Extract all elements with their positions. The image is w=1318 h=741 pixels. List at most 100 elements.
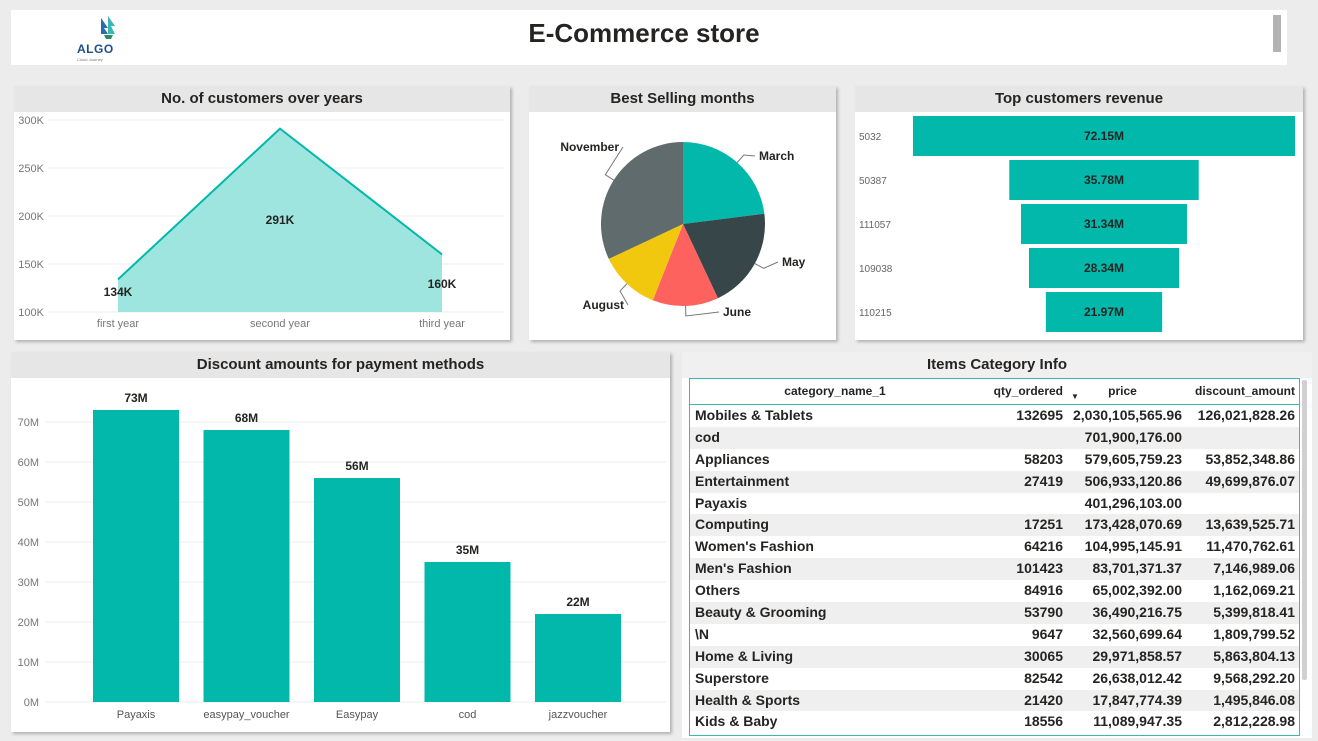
pie-slice-june[interactable]: [652, 224, 718, 306]
cell-discount: 5,399,818.41: [1213, 604, 1295, 621]
cell-qty: 18556: [1024, 713, 1063, 730]
top-customers-funnel-chart[interactable]: 72.15M 5032 35.78M 50387 31.34M 111057 28.34M 1…: [855, 112, 1303, 340]
discount-bar[interactable]: [314, 478, 400, 702]
customers-over-years-panel[interactable]: No. of customers over years 100K 150K 200K…: [14, 86, 510, 340]
table-row[interactable]: Others 84916 65,002,392.00 1,162,069.21: [690, 580, 1299, 602]
cell-category: cod: [695, 428, 720, 445]
cell-discount: 2,812,228.98: [1213, 713, 1295, 730]
cell-category: Computing: [695, 516, 769, 533]
cell-qty: 84916: [1024, 582, 1063, 599]
pie-slice-august[interactable]: [608, 224, 683, 301]
funnel-bar[interactable]: [1028, 248, 1180, 288]
x-tick-label: Easypay: [336, 709, 379, 721]
cell-price: 17,847,774.39: [1092, 691, 1182, 708]
discount-bar[interactable]: [203, 430, 290, 702]
col-header-qty[interactable]: qty_ordered: [993, 384, 1063, 398]
pie-leader-line: [619, 283, 629, 306]
y-tick-label: 60M: [18, 457, 39, 469]
discount-chart-title: Discount amounts for payment methods: [11, 352, 670, 378]
funnel-category-label: 109038: [859, 264, 893, 275]
customers-area-chart[interactable]: 100K 150K 200K 250K 300K 134K 291K 160K first ye…: [14, 112, 510, 340]
header-scrollbar[interactable]: [1273, 15, 1281, 52]
table-row[interactable]: Kids & Baby 18556 11,089,947.35 2,812,228.9…: [690, 711, 1299, 733]
customers-area[interactable]: [118, 128, 442, 312]
y-tick-label: 0M: [24, 697, 39, 709]
cell-discount: 126,021,828.26: [1197, 407, 1295, 423]
table-row[interactable]: Entertainment 27419 506,933,120.86 49,699,8…: [690, 470, 1299, 493]
cell-price: 36,490,216.75: [1092, 604, 1182, 621]
cell-price: 173,428,070.69: [1084, 516, 1182, 533]
y-tick-label: 50M: [18, 497, 39, 509]
cell-discount: 9,568,292.20: [1213, 669, 1295, 686]
col-header-price[interactable]: price: [1108, 384, 1137, 398]
pie-slice-november[interactable]: [601, 142, 683, 259]
table-row[interactable]: Mobiles & Tablets 132695 2,030,105,565.96 1…: [690, 405, 1299, 427]
cell-category: Beauty & Grooming: [695, 604, 827, 621]
report-header: ALGO Cloud Journey E-Commerce store: [11, 10, 1287, 65]
cell-category: Health & Sports: [695, 691, 801, 708]
pie-label: November: [560, 140, 619, 154]
cell-category: \N: [695, 625, 709, 642]
pie-leader-line: [604, 146, 624, 181]
top-customers-panel[interactable]: Top customers revenue 72.15M 5032 35.78M 50…: [855, 86, 1303, 340]
pie-slice-may[interactable]: [683, 213, 765, 299]
y-tick-label: 300K: [18, 115, 44, 127]
cell-price: 579,605,759.23: [1084, 450, 1182, 467]
y-tick-label: 100K: [18, 307, 44, 319]
funnel-bar[interactable]: [1021, 204, 1187, 244]
discount-bar[interactable]: [535, 614, 621, 702]
discount-bar[interactable]: [93, 410, 179, 702]
discount-bar[interactable]: [424, 562, 511, 702]
discount-payment-panel[interactable]: Discount amounts for payment methods 0M 1…: [11, 352, 670, 732]
funnel-data-label: 35.78M: [1084, 173, 1124, 187]
pie-slice-march[interactable]: [683, 142, 765, 224]
funnel-data-label: 21.97M: [1084, 305, 1124, 319]
algo-logo: ALGO Cloud Journey: [77, 14, 139, 64]
y-tick-label: 10M: [18, 657, 39, 669]
table-row[interactable]: cod 701,900,176.00: [690, 426, 1299, 449]
col-header-category[interactable]: category_name_1: [784, 384, 886, 398]
cell-price: 104,995,145.91: [1084, 538, 1182, 555]
y-tick-label: 20M: [18, 617, 39, 629]
discount-bar-chart[interactable]: 0M 10M 20M 30M 40M 50M 60M 70M 73M Payaxis 68M easy…: [11, 378, 670, 732]
months-chart-title: Best Selling months: [529, 86, 836, 112]
table-row[interactable]: Superstore 82542 26,638,012.42 9,568,292.20: [690, 668, 1299, 690]
pie-label: June: [723, 305, 751, 319]
cell-discount: 53,852,348.86: [1205, 450, 1295, 467]
best-selling-months-panel[interactable]: Best Selling months March May June August No…: [529, 86, 836, 340]
pie-leader-line: [754, 261, 779, 269]
logo-tagline: Cloud Journey: [77, 57, 103, 62]
table-row[interactable]: Health & Sports 21420 17,847,774.39 1,495,8…: [690, 689, 1299, 712]
sort-desc-icon[interactable]: ▼: [1071, 392, 1079, 401]
table-row[interactable]: Men's Fashion 101423 83,701,371.37 7,146,98…: [690, 558, 1299, 581]
items-category-panel[interactable]: Items Category Info category_name_1 qty_…: [682, 352, 1312, 738]
col-header-discount[interactable]: discount_amount: [1194, 384, 1295, 398]
items-category-table[interactable]: category_name_1 qty_ordered price discou…: [689, 378, 1300, 736]
table-row[interactable]: Appliances 58203 579,605,759.23 53,852,348.…: [690, 449, 1299, 471]
table-scrollbar[interactable]: [1302, 380, 1307, 680]
funnel-bar[interactable]: [913, 116, 1295, 156]
y-tick-label: 40M: [18, 537, 39, 549]
cell-price: 701,900,176.00: [1084, 428, 1182, 445]
table-row[interactable]: \N 9647 32,560,699.64 1,809,799.52: [690, 624, 1299, 646]
table-row[interactable]: Women's Fashion 64216 104,995,145.91 11,470…: [690, 536, 1299, 558]
table-row[interactable]: Home & Living 30065 29,971,858.57 5,863,804…: [690, 645, 1299, 668]
cell-qty: 27419: [1024, 472, 1063, 489]
data-label: 291K: [266, 213, 295, 227]
months-pie-chart[interactable]: March May June August November: [529, 112, 836, 340]
cell-qty: 30065: [1024, 647, 1063, 664]
table-row[interactable]: Computing 17251 173,428,070.69 13,639,525.7…: [690, 514, 1299, 537]
cell-discount: 1,809,799.52: [1213, 625, 1295, 642]
y-tick-label: 30M: [18, 577, 39, 589]
cell-category: Payaxis: [695, 494, 748, 511]
cell-category: Home & Living: [695, 647, 794, 664]
funnel-bar[interactable]: [1045, 292, 1163, 332]
table-row[interactable]: Payaxis 401,296,103.00: [690, 493, 1299, 515]
table-row[interactable]: Beauty & Grooming 53790 36,490,216.75 5,399…: [690, 602, 1299, 624]
logo-mark-icon: [101, 16, 115, 39]
cell-qty: [980, 493, 1063, 515]
cell-category: Superstore: [695, 669, 769, 686]
customers-line[interactable]: [117, 127, 443, 281]
funnel-bar[interactable]: [1009, 160, 1199, 200]
y-tick-label: 150K: [18, 259, 44, 271]
